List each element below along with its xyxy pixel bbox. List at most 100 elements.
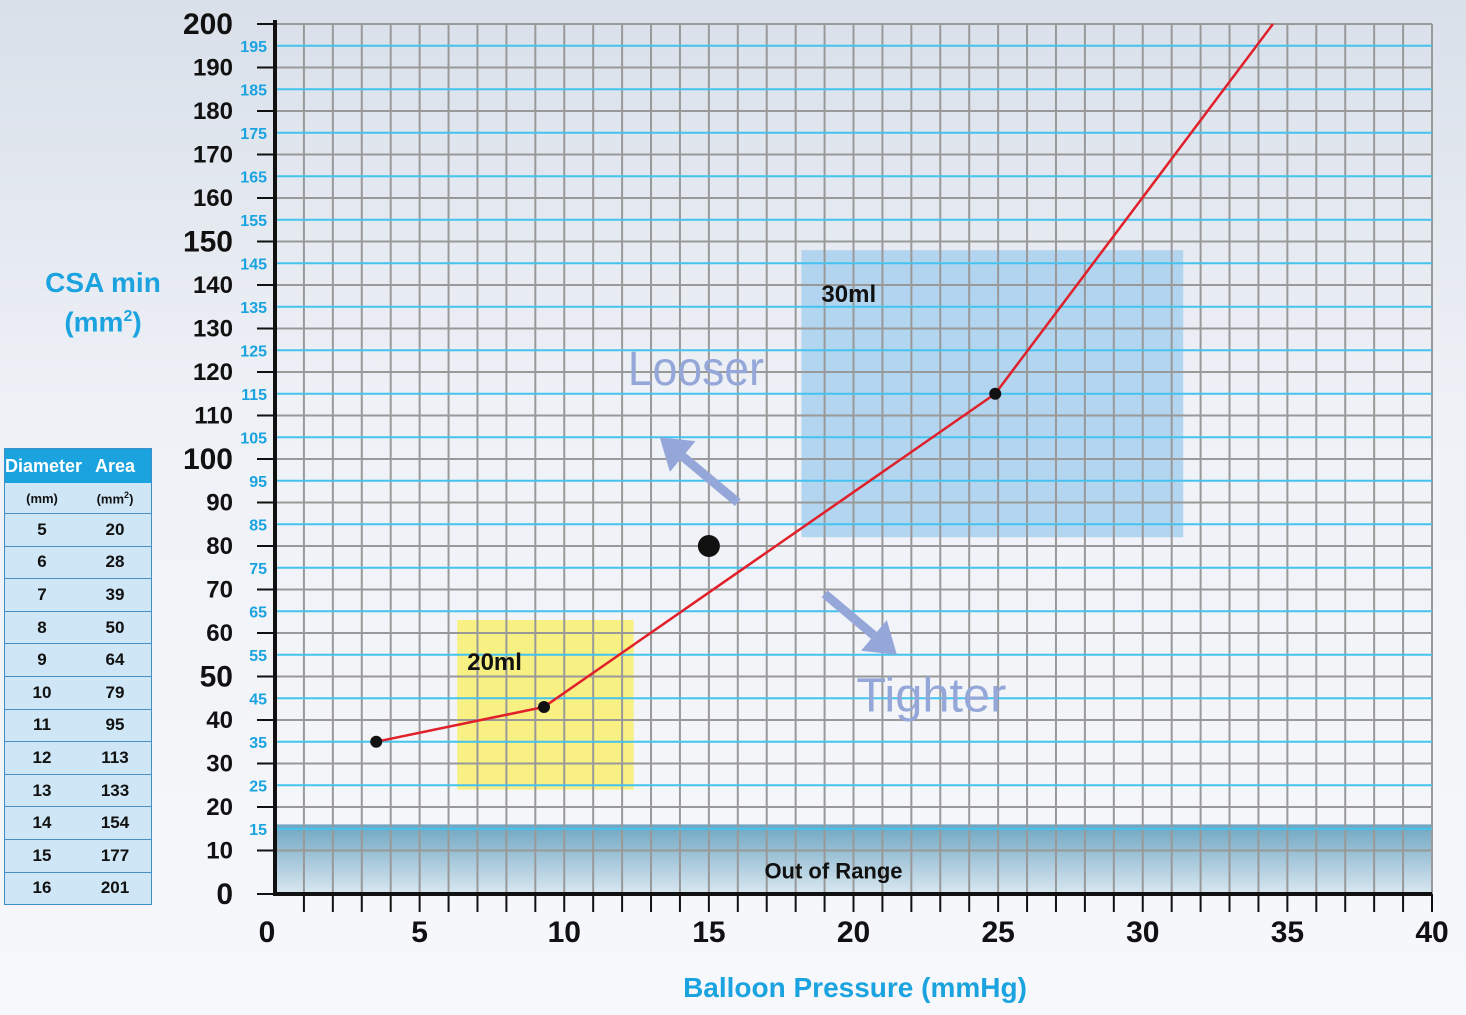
table-rows: 5 20 6 28 7 39 8 50 9 64 10 79 11 95 12 113 13 133 14 154 15…	[5, 513, 151, 904]
y-tick-label: 100	[183, 443, 233, 476]
cell-diameter: 11	[5, 715, 79, 735]
y-minor-tick-label: 35	[249, 735, 267, 752]
data-point	[538, 701, 550, 713]
y-minor-tick-label: 175	[240, 126, 267, 143]
y-minor-tick-label: 115	[241, 387, 267, 404]
y-tick-label: 90	[206, 490, 233, 517]
y-tick-label: 130	[193, 316, 233, 343]
y-tick-label: 50	[200, 661, 233, 694]
x-tick-label: 25	[981, 916, 1014, 949]
y-tick-label: 70	[206, 577, 233, 604]
cell-area: 113	[79, 748, 151, 768]
table-row: 6 28	[5, 546, 151, 579]
y-minor-tick-label: 145	[240, 256, 267, 273]
grid-layer	[275, 24, 1432, 894]
unit-area: (mm2)	[79, 490, 151, 506]
header-area: Area	[79, 456, 151, 477]
data-point	[370, 736, 382, 748]
data-point	[989, 388, 1001, 400]
cell-area: 64	[79, 650, 151, 670]
table-row: 5 20	[5, 513, 151, 546]
unit-diameter: (mm)	[5, 491, 79, 506]
y-tick-label: 200	[183, 8, 233, 41]
region-label-20ml: 20ml	[467, 649, 522, 676]
y-minor-tick-label: 65	[249, 604, 267, 621]
table-row: 15 177	[5, 839, 151, 872]
cell-area: 28	[79, 552, 151, 572]
x-tick-label: 20	[837, 916, 870, 949]
y-axis-title-line2: (mm2)	[38, 300, 168, 339]
y-tick-label: 20	[206, 794, 233, 821]
x-tick-label: 10	[548, 916, 581, 949]
y-tick-label: 120	[193, 359, 233, 386]
annotation-tighter: Tighter	[856, 669, 1006, 722]
y-minor-tick-label: 105	[240, 430, 267, 447]
cell-area: 133	[79, 781, 151, 801]
unit-area-base: (mm	[97, 491, 124, 506]
y-axis-title-sup: 2	[123, 308, 132, 325]
y-axis-title: CSA min (mm2)	[38, 266, 168, 339]
unit-area-close: )	[129, 491, 133, 506]
y-tick-label: 150	[183, 226, 233, 259]
cell-area: 95	[79, 715, 151, 735]
cell-diameter: 10	[5, 683, 79, 703]
y-tick-label: 40	[206, 707, 233, 734]
y-minor-tick-label: 55	[249, 648, 267, 665]
x-tick-label: 5	[411, 916, 428, 949]
y-tick-label: 110	[194, 403, 233, 430]
cell-area: 20	[79, 520, 151, 540]
y-tick-label: 10	[206, 838, 233, 865]
cell-diameter: 12	[5, 748, 79, 768]
table-row: 9 64	[5, 643, 151, 676]
y-minor-tick-label: 95	[249, 474, 267, 491]
y-axis-title-unit: (mm	[64, 306, 123, 337]
highlight-point	[698, 535, 720, 557]
y-minor-tick-label: 15	[249, 822, 267, 839]
y-minor-tick-label: 125	[240, 343, 267, 360]
arrow-shaft	[683, 456, 738, 502]
y-minor-tick-label: 25	[249, 778, 267, 795]
x-tick-label: 35	[1271, 916, 1304, 949]
x-tick-label: 40	[1415, 916, 1448, 949]
y-minor-tick-label: 165	[240, 169, 267, 186]
table-units: (mm) (mm2)	[5, 483, 151, 513]
cell-diameter: 16	[5, 878, 79, 898]
diameter-area-table: Diameter Area (mm) (mm2) 5 20 6 28 7 39 8 50 9 64…	[4, 448, 152, 905]
table-row: 7 39	[5, 578, 151, 611]
y-tick-label: 170	[193, 142, 233, 169]
x-tick-label: 30	[1126, 916, 1159, 949]
y-axis-title-line1: CSA min	[38, 266, 168, 300]
cell-diameter: 8	[5, 618, 79, 638]
y-minor-tick-label: 45	[249, 691, 267, 708]
y-axis-title-close: )	[132, 306, 141, 337]
annotation-looser: Looser	[628, 343, 764, 396]
table-row: 14 154	[5, 806, 151, 839]
cell-diameter: 5	[5, 520, 79, 540]
y-minor-tick-label: 155	[240, 213, 267, 230]
y-tick-label: 180	[193, 98, 233, 125]
y-minor-tick-label: 195	[240, 39, 267, 56]
region-label-out-of-range: Out of Range	[764, 859, 902, 884]
y-minor-tick-label: 75	[249, 561, 267, 578]
table-row: 13 133	[5, 774, 151, 807]
y-minor-tick-label: 185	[240, 82, 267, 99]
cell-area: 201	[79, 878, 151, 898]
y-tick-label: 0	[216, 878, 233, 911]
table-header: Diameter Area	[5, 449, 151, 483]
y-tick-label: 190	[193, 55, 233, 82]
cell-area: 79	[79, 683, 151, 703]
region-label-30ml: 30ml	[821, 281, 876, 308]
x-axis-title: Balloon Pressure (mmHg)	[560, 972, 1150, 1004]
y-tick-label: 60	[206, 620, 233, 647]
cell-diameter: 13	[5, 781, 79, 801]
table-row: 10 79	[5, 676, 151, 709]
table-row: 8 50	[5, 611, 151, 644]
table-row: 16 201	[5, 872, 151, 905]
arrow-shaft	[825, 594, 874, 636]
table-row: 12 113	[5, 741, 151, 774]
y-tick-label: 160	[193, 185, 233, 212]
x-tick-label: 0	[259, 916, 276, 949]
cell-diameter: 7	[5, 585, 79, 605]
header-diameter: Diameter	[5, 456, 79, 477]
